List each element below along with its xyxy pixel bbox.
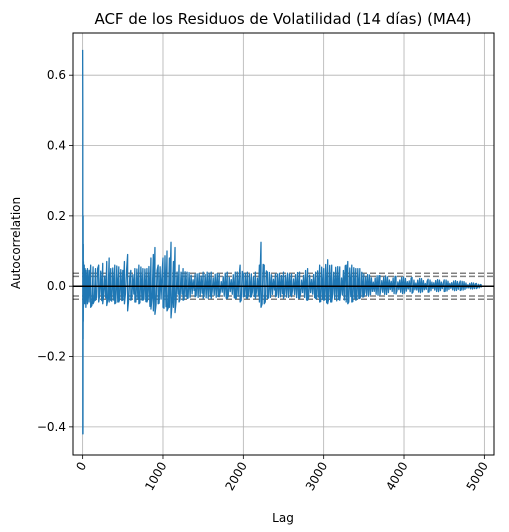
y-tick-label: 0.0 bbox=[47, 279, 66, 293]
x-axis-label: Lag bbox=[272, 511, 294, 525]
y-tick-label: 0.2 bbox=[47, 209, 66, 223]
y-tick-label: −0.4 bbox=[37, 420, 66, 434]
y-tick-label: 0.6 bbox=[47, 68, 66, 82]
y-axis-label: Autocorrelation bbox=[9, 197, 23, 289]
y-axis-ticks: −0.4 −0.2 0.0 0.2 0.4 0.6 bbox=[37, 68, 73, 434]
y-tick-label: −0.2 bbox=[37, 350, 66, 364]
y-tick-label: 0.4 bbox=[47, 139, 66, 153]
chart-title: ACF de los Residuos de Volatilidad (14 d… bbox=[94, 10, 471, 28]
plot-frame bbox=[72, 32, 495, 456]
